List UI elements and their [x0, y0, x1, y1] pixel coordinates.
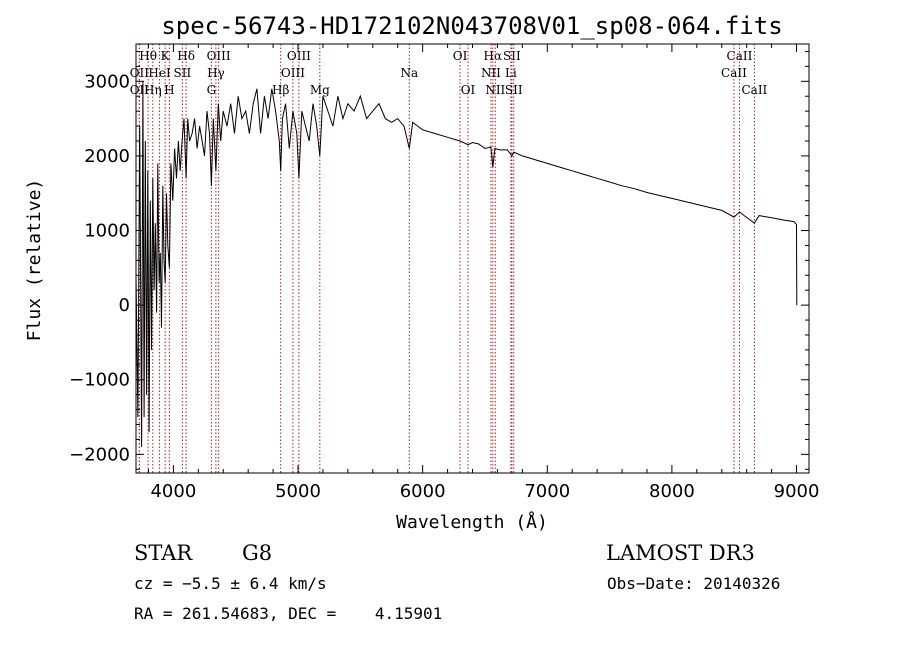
x-tick-label: 4000 — [150, 481, 196, 502]
y-tick-label: 2000 — [84, 146, 130, 167]
line-marker-label: H — [164, 83, 174, 97]
line-marker-label: Hγ — [207, 66, 225, 80]
line-marker-label: OIII — [207, 49, 231, 63]
x-tick-label: 9000 — [774, 481, 820, 502]
line-marker-label: NII — [481, 66, 501, 80]
line-marker-label: Na — [400, 66, 418, 80]
object-class: STAR — [134, 541, 193, 565]
line-marker-label: CaII — [741, 83, 767, 97]
x-axis-ticks: 4000 5000 6000 7000 8000 9000 — [147, 44, 820, 502]
line-marker-label: NII — [485, 83, 505, 97]
obs-date: Obs−Date: 20140326 — [607, 574, 780, 593]
x-axis-label: Wavelength (Å) — [396, 511, 548, 533]
survey-label: LAMOST DR3 — [606, 541, 755, 565]
line-marker-label: Hδ — [177, 49, 195, 63]
x-tick-label: 7000 — [524, 481, 570, 502]
line-marker-label: Hη — [144, 83, 162, 97]
y-tick-label: −2000 — [69, 444, 130, 465]
line-marker-label: OII — [130, 83, 150, 97]
line-marker-label: SII — [174, 66, 192, 80]
y-tick-label: 3000 — [84, 71, 130, 92]
line-marker-label: OI — [453, 49, 468, 63]
line-marker-label: K — [161, 49, 171, 63]
chart-title: spec-56743-HD172102N043708V01_sp08-064.f… — [161, 12, 782, 40]
y-tick-label: 1000 — [84, 221, 130, 242]
redshift-cz: cz = −5.5 ± 6.4 km/s — [134, 574, 327, 593]
coordinates: RA = 261.54683, DEC = 4.15901 — [134, 604, 442, 623]
line-marker-label: CaII — [727, 49, 753, 63]
flux-series-line — [135, 81, 798, 447]
line-marker-label: CaII — [721, 66, 747, 80]
line-marker-label: Hα — [484, 49, 503, 63]
y-tick-label: −1000 — [69, 370, 130, 391]
x-tick-label: 5000 — [275, 481, 321, 502]
line-marker-label: G — [207, 83, 217, 97]
x-tick-label: 6000 — [400, 481, 446, 502]
line-marker-label: Li — [505, 66, 517, 80]
object-subclass: G8 — [242, 541, 272, 565]
y-axis-ticks: −2000 −1000 0 1000 2000 3000 — [69, 50, 809, 470]
line-marker-label: OIII — [287, 49, 311, 63]
line-marker-label: OIII — [281, 66, 305, 80]
y-tick-label: 0 — [119, 295, 130, 316]
line-marker-label: OI — [461, 83, 476, 97]
line-marker-label: Hθ — [139, 49, 157, 63]
line-marker-label: HeI — [148, 66, 171, 80]
line-marker-label: SII — [503, 49, 521, 63]
y-axis-label: Flux (relative) — [24, 179, 45, 342]
line-marker-label: SII — [505, 83, 523, 97]
x-tick-label: 8000 — [649, 481, 695, 502]
line-marker-label: Mg — [310, 83, 330, 97]
line-marker-label: Hβ — [272, 83, 289, 97]
